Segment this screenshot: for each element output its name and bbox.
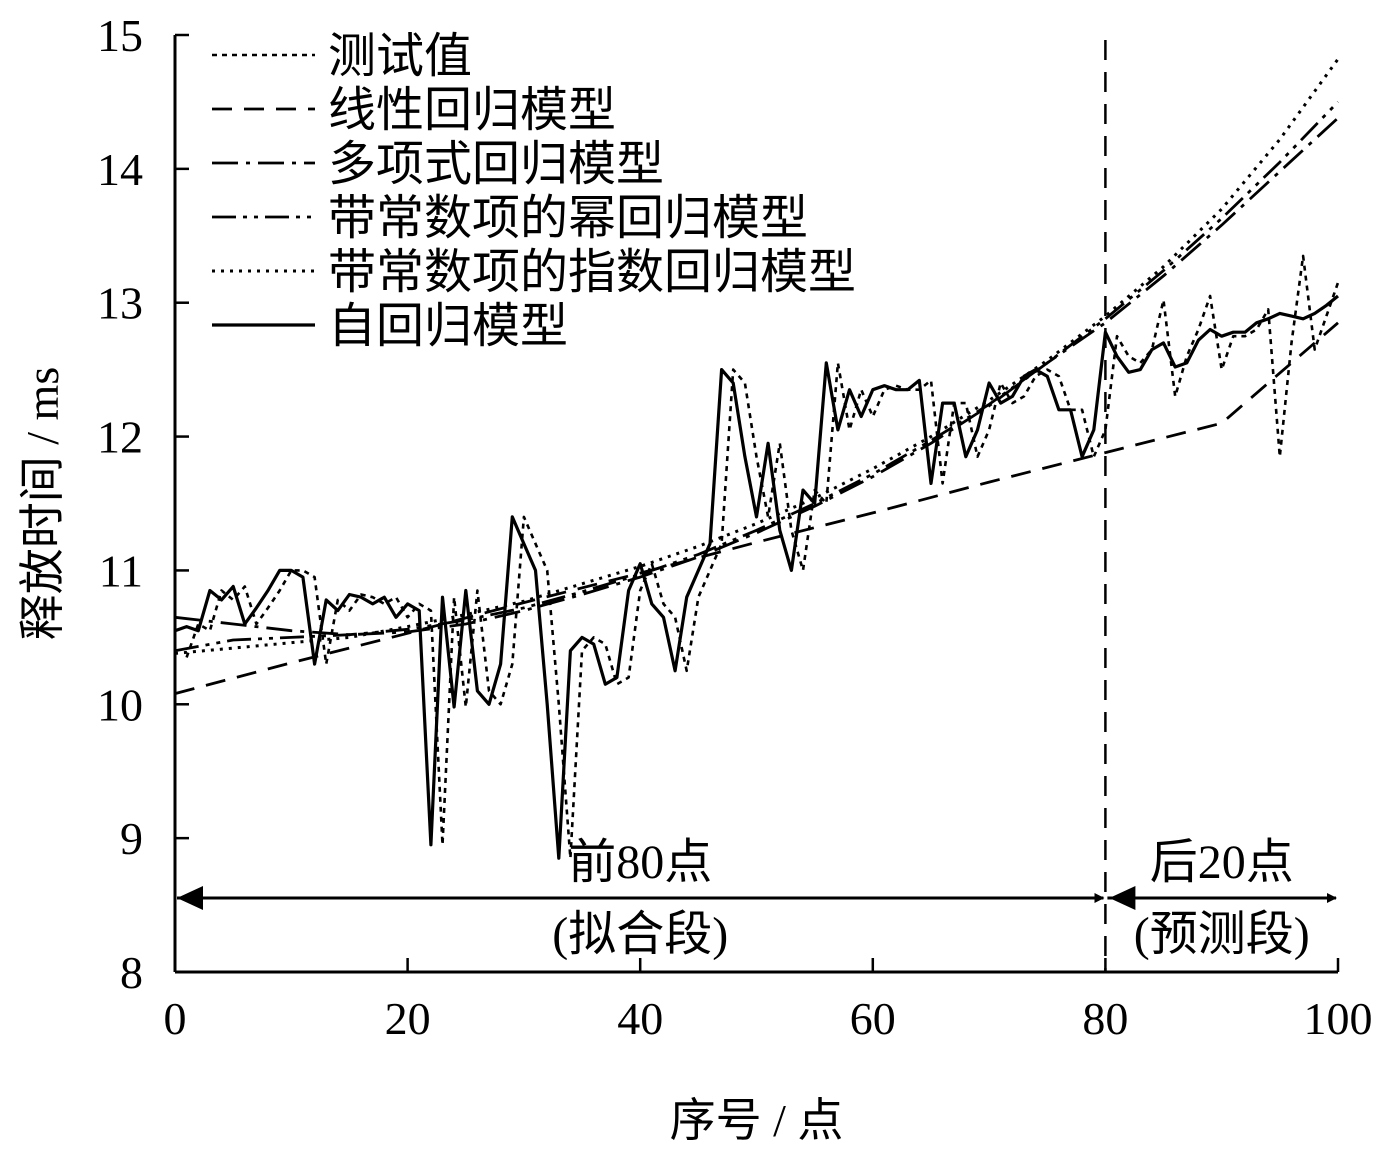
x-tick-label: 40 xyxy=(617,993,663,1044)
series-layer xyxy=(174,58,1340,860)
predict-segment-label: 后20点 xyxy=(1150,836,1294,889)
legend-label-0: 测试值 xyxy=(328,30,472,83)
x-tick-label: 0 xyxy=(164,993,187,1044)
fit-segment-label: 前80点 xyxy=(568,836,712,889)
annotation-layer: 前80点 (拟合段) 后20点 (预测段) xyxy=(177,40,1337,972)
y-tick-label: 10 xyxy=(97,679,143,730)
y-tick-label: 14 xyxy=(97,144,143,195)
legend-label-5: 自回归模型 xyxy=(328,300,568,353)
legend: 测试值线性回归模型多项式回归模型带常数项的幂回归模型带常数项的指数回归模型自回归… xyxy=(212,30,856,353)
y-tick-label: 11 xyxy=(99,545,143,596)
y-tick-label: 15 xyxy=(97,10,143,61)
x-tick-label: 100 xyxy=(1304,993,1373,1044)
y-tick-label: 12 xyxy=(97,412,143,463)
y-tick-label: 9 xyxy=(120,813,143,864)
series-line-1 xyxy=(174,321,1339,695)
fit-arrow-left-head xyxy=(177,886,203,910)
fit-segment-sublabel: (拟合段) xyxy=(552,908,728,961)
axes-group: 0 20 40 60 80 100 8 9 10 11 12 13 14 15 序号 / 点 释放时间 / m… xyxy=(17,10,1373,1146)
y-tick-label: 8 xyxy=(120,947,143,998)
x-tick-label: 80 xyxy=(1082,993,1128,1044)
y-axis-title: 释放时间 / ms xyxy=(17,367,68,640)
legend-label-2: 多项式回归模型 xyxy=(328,138,664,191)
predict-segment-sublabel: (预测段) xyxy=(1134,908,1310,961)
x-axis-title: 序号 / 点 xyxy=(670,1095,844,1146)
legend-label-4: 带常数项的指数回归模型 xyxy=(328,246,856,299)
y-tick-label: 13 xyxy=(97,278,143,329)
predict-arrow-left-head xyxy=(1109,886,1136,910)
legend-label-1: 线性回归模型 xyxy=(328,84,616,137)
x-tick-label: 60 xyxy=(850,993,896,1044)
legend-label-3: 带常数项的幂回归模型 xyxy=(328,192,808,245)
series-line-3 xyxy=(174,100,1340,653)
series-line-2 xyxy=(174,116,1339,637)
x-tick-label: 20 xyxy=(385,993,431,1044)
series-line-5 xyxy=(174,294,1340,860)
